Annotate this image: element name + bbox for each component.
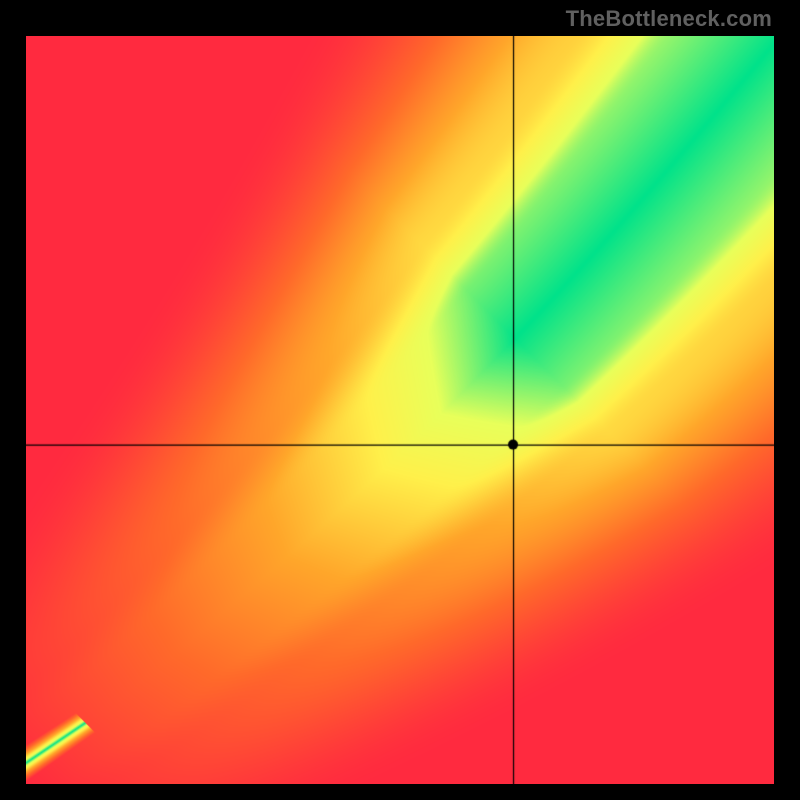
watermark-text: TheBottleneck.com [566, 6, 772, 32]
heatmap-plot [26, 36, 774, 784]
chart-container: TheBottleneck.com [0, 0, 800, 800]
heatmap-canvas [26, 36, 774, 784]
